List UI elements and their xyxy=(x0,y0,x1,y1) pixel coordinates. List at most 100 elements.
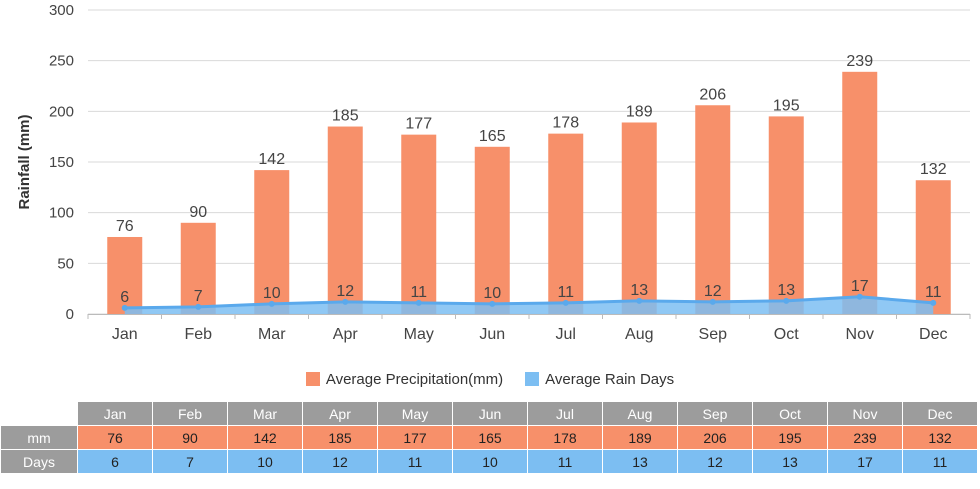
bar xyxy=(474,146,510,314)
rain-days-point xyxy=(562,299,569,306)
table-month-header: Sep xyxy=(677,401,753,426)
rain-days-point xyxy=(636,297,643,304)
x-tick-label: Feb xyxy=(184,326,212,343)
legend-swatch-rain-days xyxy=(525,372,540,386)
rain-days-value-label: 11 xyxy=(925,284,942,301)
rain-days-area-fill xyxy=(124,296,934,314)
rain-days-value-label: 12 xyxy=(336,283,354,300)
bar xyxy=(180,222,216,314)
bar-value-label: 239 xyxy=(846,53,873,70)
table-cell-days: 12 xyxy=(677,449,753,474)
y-tick-label: 50 xyxy=(57,255,74,272)
rain-days-line xyxy=(124,295,934,310)
table-month-header: Oct xyxy=(752,401,828,426)
x-axis: Jan Feb Mar Apr May Jun Jul Aug Sep Oct Nov Dec xyxy=(87,314,971,343)
table-month-header: May xyxy=(377,401,453,426)
bar-value-label: 195 xyxy=(773,97,800,114)
table-cell-days: 10 xyxy=(227,449,303,474)
rain-days-point xyxy=(121,304,128,311)
rain-days-point xyxy=(195,303,202,310)
table-month-header: Nov xyxy=(827,401,903,426)
table-month-header: Jan xyxy=(77,401,153,426)
x-tick-label: Dec xyxy=(919,326,947,343)
bar-value-label: 177 xyxy=(405,116,432,133)
bar xyxy=(254,170,290,314)
bar xyxy=(915,180,951,314)
rain-days-value-label: 10 xyxy=(263,285,281,302)
rain-days-point xyxy=(268,300,275,307)
table-cell-mm: 132 xyxy=(902,425,978,450)
table-month-header: Jun xyxy=(452,401,528,426)
table-month-header: Dec xyxy=(902,401,978,426)
x-tick-label: Aug xyxy=(625,326,653,343)
bar xyxy=(401,134,437,314)
table-cell-mm: 165 xyxy=(452,425,528,450)
x-tick-label: Mar xyxy=(258,326,286,343)
table-month-header: Apr xyxy=(302,401,378,426)
legend-label-precipitation: Average Precipitation(mm) xyxy=(325,370,504,388)
bar-value-label: 178 xyxy=(552,115,579,132)
table-cell-days: 7 xyxy=(152,449,228,474)
table-cell-mm: 189 xyxy=(602,425,678,450)
legend-swatch-precipitation xyxy=(305,372,320,386)
rain-days-point xyxy=(930,299,937,306)
rain-days-point xyxy=(489,300,496,307)
y-tick-label: 150 xyxy=(49,154,74,171)
bar xyxy=(768,116,804,315)
rain-days-value-label: 11 xyxy=(557,284,574,301)
precipitation-bars xyxy=(107,71,951,315)
table-header-row: Jan Feb Mar Apr May Jun Jul Aug Sep Oct … xyxy=(0,401,978,426)
y-tick-label: 250 xyxy=(49,53,74,70)
bar xyxy=(327,126,363,315)
table-cell-mm: 178 xyxy=(527,425,603,450)
table-cell-mm: 195 xyxy=(752,425,828,450)
table-cell-mm: 239 xyxy=(827,425,903,450)
table-cell-days: 11 xyxy=(902,449,978,474)
rain-days-value-label: 13 xyxy=(630,282,648,299)
x-tick-label: Apr xyxy=(333,326,359,343)
table-cell-mm: 90 xyxy=(152,425,228,450)
x-tick-label: Nov xyxy=(846,326,874,343)
table-row-label: Days xyxy=(0,449,78,474)
rain-days-value-label: 13 xyxy=(777,282,795,299)
data-labels: 76 90 142 185 177 165 178 189 206 195 239 132 6 7 10 12… xyxy=(116,53,947,306)
table-cell-days: 12 xyxy=(302,449,378,474)
x-tick-label: Jun xyxy=(479,326,505,343)
legend-label-rain-days: Average Rain Days xyxy=(545,370,675,388)
bar-value-label: 142 xyxy=(258,151,285,168)
table-month-header: Aug xyxy=(602,401,678,426)
table-row-mm: mm 76 90 142 185 177 165 178 189 206 195… xyxy=(0,425,978,450)
table-cell-mm: 76 xyxy=(77,425,153,450)
legend-item-precipitation[interactable]: Average Precipitation(mm) xyxy=(305,370,504,388)
bar-value-label: 90 xyxy=(189,204,207,221)
table-corner xyxy=(0,401,78,426)
x-tick-label: Oct xyxy=(774,326,799,343)
rain-days-value-label: 11 xyxy=(410,284,427,301)
bar xyxy=(548,133,584,314)
y-axis-ticks: 0 50 100 150 200 250 300 xyxy=(49,2,74,323)
y-tick-label: 300 xyxy=(49,2,74,19)
rain-days-value-label: 12 xyxy=(704,283,722,300)
table-month-header: Mar xyxy=(227,401,303,426)
bar xyxy=(842,71,878,315)
table-row-label: mm xyxy=(0,425,78,450)
table-cell-days: 10 xyxy=(452,449,528,474)
rain-days-point xyxy=(709,298,716,305)
bar-value-label: 189 xyxy=(626,103,653,120)
table-cell-days: 11 xyxy=(377,449,453,474)
data-table: Jan Feb Mar Apr May Jun Jul Aug Sep Oct … xyxy=(0,401,978,474)
table-cell-mm: 142 xyxy=(227,425,303,450)
bar xyxy=(695,105,731,315)
rain-days-value-label: 6 xyxy=(120,289,129,306)
bar-value-label: 165 xyxy=(479,128,506,145)
table-cell-days: 13 xyxy=(602,449,678,474)
table-cell-mm: 177 xyxy=(377,425,453,450)
bar-value-label: 132 xyxy=(920,161,947,178)
x-tick-label: May xyxy=(404,326,434,343)
y-tick-label: 200 xyxy=(49,103,74,120)
bar xyxy=(621,122,657,314)
legend-item-rain-days[interactable]: Average Rain Days xyxy=(525,371,674,388)
table-cell-days: 13 xyxy=(752,449,828,474)
y-tick-label: 0 xyxy=(66,306,74,323)
